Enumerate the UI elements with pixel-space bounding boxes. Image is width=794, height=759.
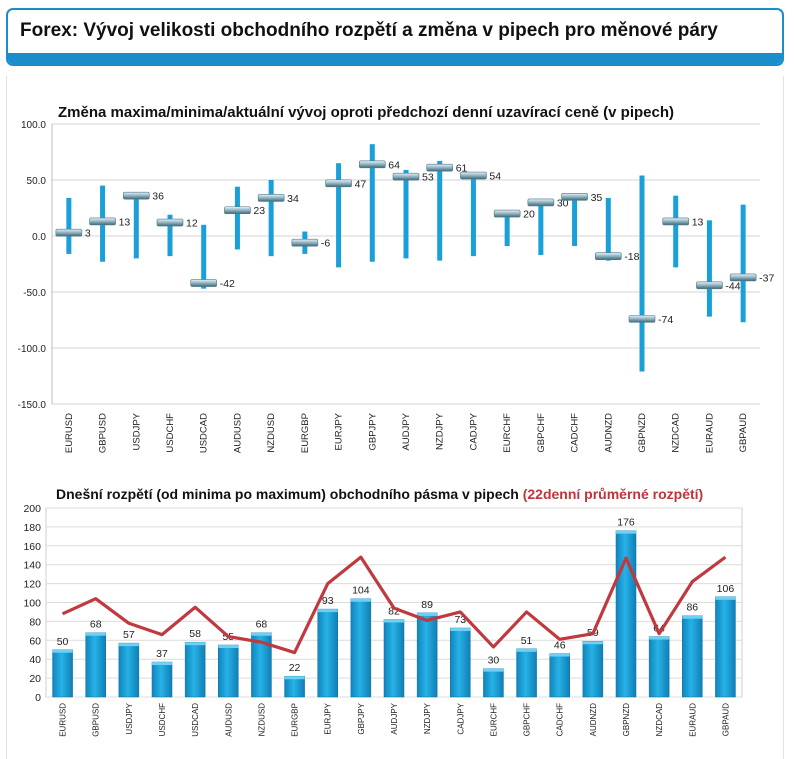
header-accent-band <box>8 53 782 64</box>
chart1-title: Změna maxima/minima/aktuální vývoj oprot… <box>58 104 675 121</box>
chart2-title-highlight: (22denní průměrné rozpětí) <box>522 486 704 502</box>
page-title: Forex: Vývoj velikosti obchodního rozpět… <box>20 20 718 41</box>
charts-panel <box>6 76 784 759</box>
page-header: Forex: Vývoj velikosti obchodního rozpět… <box>6 8 784 66</box>
chart2-title: Dnešní rozpětí (od minima po maximum) ob… <box>56 486 703 502</box>
chart2-title-main: Dnešní rozpětí (od minima po maximum) ob… <box>56 486 519 502</box>
